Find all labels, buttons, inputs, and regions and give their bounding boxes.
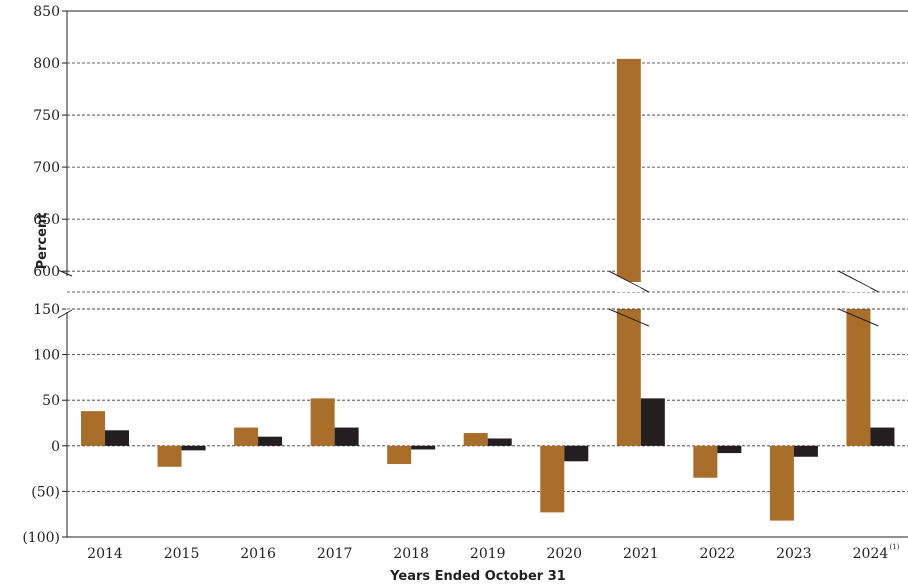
bar-series1-2022 <box>693 445 718 478</box>
y-tick-label: 650 <box>33 212 60 228</box>
x-tick-footnote: (1) <box>889 543 899 551</box>
bar-series2-2016 <box>258 436 283 446</box>
bar-series1-2021-upper <box>616 58 641 283</box>
bar-series1-2024-lower <box>846 309 871 446</box>
x-tick-label: 2020 <box>546 546 582 562</box>
y-tick-label: 850 <box>33 4 60 20</box>
x-tick-label: 2019 <box>470 546 506 562</box>
x-tick-label: 2016 <box>240 546 276 562</box>
x-axis-title: Years Ended October 31 <box>389 569 566 584</box>
y-tick-label: 750 <box>33 108 60 124</box>
bar-series1-2023 <box>769 445 794 521</box>
axis-break-slash <box>57 269 73 277</box>
x-tick-label: 2014 <box>87 546 123 562</box>
x-tick-labels: 2014 2015 2016 2017 2018 2019 2020 2021 2022 2023… <box>87 543 899 562</box>
bar-break-slash <box>608 270 650 293</box>
bar-series2-2014 <box>105 430 129 446</box>
y-tick-label: 50 <box>42 393 60 409</box>
bar-series1-2020 <box>540 445 565 513</box>
x-tick-label: 2021 <box>623 546 659 562</box>
bar-series2-2015 <box>181 445 206 451</box>
bar-break-slash <box>608 308 650 327</box>
x-tick-label: 2023 <box>776 546 812 562</box>
bar-series2-2019 <box>487 438 512 446</box>
y-tick-label: 100 <box>33 348 60 364</box>
bar-series2-2022 <box>717 445 742 454</box>
bar-series1-2017 <box>310 398 335 446</box>
bar-break-slash <box>838 270 879 293</box>
y-tick-label: (50) <box>31 484 60 500</box>
y-tick-label: (100) <box>22 530 60 546</box>
y-tick-label: 150 <box>33 302 60 318</box>
x-tick-label: 2018 <box>393 546 429 562</box>
bars <box>81 58 895 521</box>
y-tick-label: 0 <box>51 439 60 455</box>
y-tick-label: 700 <box>33 160 60 176</box>
bar-break-cut <box>846 276 871 292</box>
bar-series1-2019 <box>463 433 488 446</box>
y-tick-label: 600 <box>33 264 60 280</box>
x-tick-label: 2017 <box>317 546 353 562</box>
y-tick-label: 800 <box>33 56 60 72</box>
axis-break-slash <box>57 309 73 319</box>
x-tick-label: 2015 <box>164 546 200 562</box>
bar-series1-2021-lower <box>616 309 641 446</box>
axis-break-marks <box>57 269 908 327</box>
bar-series1-2014 <box>81 411 105 446</box>
bar-break-cut <box>616 276 641 292</box>
y-tick-labels: (100) (50) 0 50 100 150 600 650 700 750 800 850 <box>22 4 60 546</box>
y-axis-title: Percent <box>35 213 50 270</box>
axis-break-gap <box>66 276 70 312</box>
bar-break-slash <box>838 308 879 327</box>
bar-series1-2016 <box>234 427 259 446</box>
x-tick-label: 2024 <box>853 546 889 562</box>
bar-series2-2024 <box>870 427 895 446</box>
bar-series1-2018 <box>387 445 412 465</box>
bar-series2-2018 <box>411 445 436 450</box>
bar-series1-2015 <box>157 445 182 467</box>
bar-series2-2020 <box>564 445 589 462</box>
x-tick-label: 2022 <box>700 546 736 562</box>
bar-series2-2017 <box>334 427 359 446</box>
bar-series2-2021 <box>640 398 665 446</box>
bar-series2-2023 <box>793 445 818 457</box>
